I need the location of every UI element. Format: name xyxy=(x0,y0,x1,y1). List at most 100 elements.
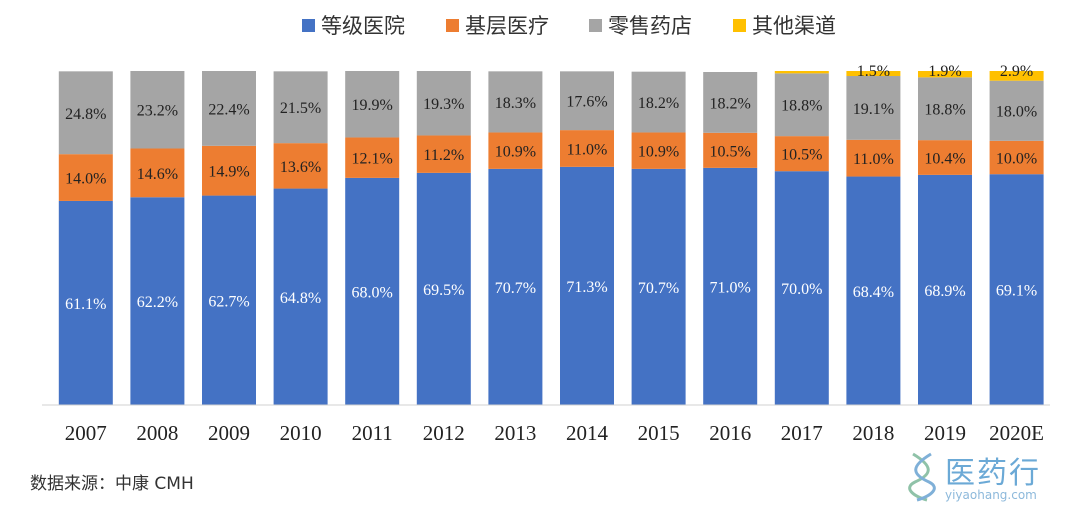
bar-基层医疗-2017 xyxy=(774,136,829,172)
x-tick-label: 2009 xyxy=(208,421,250,445)
data-label: 64.8% xyxy=(280,290,321,307)
data-label: 68.4% xyxy=(853,284,894,301)
data-label: 24.8% xyxy=(65,106,106,123)
x-tick-label: 2020E xyxy=(989,421,1044,445)
bar-等级医院-2009 xyxy=(202,195,256,405)
bar-基层医疗-2015 xyxy=(631,132,686,169)
bar-其他渠道-2017 xyxy=(774,71,829,74)
bar-等级医院-2012 xyxy=(416,172,471,405)
bar-其他渠道-2018 xyxy=(846,71,901,77)
bar-等级医院-2011 xyxy=(345,177,400,405)
legend-label: 基层医疗 xyxy=(465,14,549,38)
x-tick-label: 2013 xyxy=(494,421,536,445)
legend: 等级医院 基层医疗 零售药店 其他渠道 xyxy=(302,14,836,38)
x-tick-label: 2012 xyxy=(423,421,465,445)
data-label: 12.1% xyxy=(352,151,393,168)
x-tick-label: 2011 xyxy=(352,421,393,445)
bar-零售药店-2017 xyxy=(774,73,829,137)
bar-等级医院-2008 xyxy=(130,197,185,405)
legend-swatch xyxy=(446,19,459,32)
x-tick-label: 2019 xyxy=(924,421,966,445)
bar-其他渠道-2020E xyxy=(989,71,1044,81)
data-label: 14.6% xyxy=(137,166,178,183)
legend-label: 等级医院 xyxy=(321,14,405,38)
bar-零售药店-2008 xyxy=(130,71,185,149)
bar-零售药店-2010 xyxy=(273,71,328,144)
bar-等级医院-2007 xyxy=(58,200,113,405)
data-label: 2.9% xyxy=(1000,63,1033,80)
bar-零售药店-2015 xyxy=(631,71,686,133)
legend-swatch xyxy=(302,19,315,32)
data-label: 10.5% xyxy=(781,147,822,164)
bar-基层医疗-2007 xyxy=(58,154,113,201)
data-label: 18.0% xyxy=(996,104,1037,121)
x-tick-label: 2018 xyxy=(852,421,894,445)
dna-icon xyxy=(908,452,936,502)
watermark-text: 医药行 xyxy=(945,456,1041,491)
bar-等级医院-2014 xyxy=(560,166,614,405)
data-label: 18.8% xyxy=(781,98,822,115)
data-label: 10.4% xyxy=(924,151,965,168)
data-label: 23.2% xyxy=(137,103,178,120)
bar-基层医疗-2011 xyxy=(345,137,400,178)
data-label: 71.3% xyxy=(566,279,607,296)
data-label: 68.9% xyxy=(924,283,965,300)
data-label: 22.4% xyxy=(208,101,249,118)
data-label: 10.5% xyxy=(710,143,751,160)
data-label: 18.8% xyxy=(924,102,965,119)
bar-基层医疗-2014 xyxy=(560,130,614,167)
data-label: 11.2% xyxy=(423,147,464,164)
bar-等级医院-2017 xyxy=(774,171,829,405)
bar-基层医疗-2010 xyxy=(273,143,328,189)
data-label: 17.6% xyxy=(566,94,607,111)
data-label: 69.5% xyxy=(423,282,464,299)
data-label: 18.2% xyxy=(638,95,679,112)
x-tick-label: 2016 xyxy=(709,421,751,445)
x-axis-ticks: 2007 2008 2009 2010 2011 2012 2013 2014 2015 2016… xyxy=(65,421,1044,445)
data-label: 70.7% xyxy=(638,280,679,297)
bars: 61.1% 14.0% 24.8% 62.2% 14.6% 23.2% 62.7% 14.9%… xyxy=(58,63,1044,405)
legend-swatch xyxy=(733,19,746,32)
data-label: 19.3% xyxy=(423,96,464,113)
data-label: 18.3% xyxy=(495,95,536,112)
bar-等级医院-2020E xyxy=(989,174,1044,405)
bar-零售药店-2009 xyxy=(202,71,256,146)
data-label: 10.0% xyxy=(996,151,1037,168)
data-label: 70.0% xyxy=(781,281,822,298)
data-label: 1.5% xyxy=(857,63,890,80)
data-label: 62.7% xyxy=(208,293,249,310)
data-label: 14.0% xyxy=(65,171,106,188)
bar-等级医院-2018 xyxy=(846,176,901,405)
bar-基层医疗-2020E xyxy=(989,140,1044,175)
bar-其他渠道-2019 xyxy=(918,71,972,78)
legend-label: 其他渠道 xyxy=(752,14,836,38)
data-label: 62.2% xyxy=(137,294,178,311)
data-label: 18.2% xyxy=(710,95,751,112)
data-label: 1.9% xyxy=(928,63,961,80)
bar-等级医院-2016 xyxy=(703,167,758,405)
data-label: 71.0% xyxy=(710,279,751,296)
x-tick-label: 2007 xyxy=(65,421,107,445)
data-label: 10.9% xyxy=(495,144,536,161)
bar-基层医疗-2009 xyxy=(202,145,256,196)
bar-零售药店-2016 xyxy=(703,72,758,133)
bar-零售药店-2018 xyxy=(846,76,901,140)
data-label: 11.0% xyxy=(853,151,894,168)
bar-等级医院-2015 xyxy=(631,168,686,405)
bar-基层医疗-2018 xyxy=(846,139,901,177)
bar-基层医疗-2016 xyxy=(703,132,758,168)
data-label: 13.6% xyxy=(280,159,321,176)
bar-基层医疗-2012 xyxy=(416,135,471,173)
bar-等级医院-2010 xyxy=(273,188,328,405)
legend-swatch xyxy=(589,19,602,32)
bar-等级医院-2013 xyxy=(488,168,543,405)
data-label: 68.0% xyxy=(352,284,393,301)
bar-等级医院-2019 xyxy=(918,174,972,405)
x-tick-label: 2008 xyxy=(136,421,178,445)
data-label: 14.9% xyxy=(208,164,249,181)
bar-基层医疗-2008 xyxy=(130,148,185,198)
data-label: 11.0% xyxy=(567,141,608,158)
legend-label: 零售药店 xyxy=(608,14,692,38)
watermark-logo: 医药行 yiyaohang.com xyxy=(905,448,1075,508)
bar-零售药店-2014 xyxy=(560,71,614,131)
